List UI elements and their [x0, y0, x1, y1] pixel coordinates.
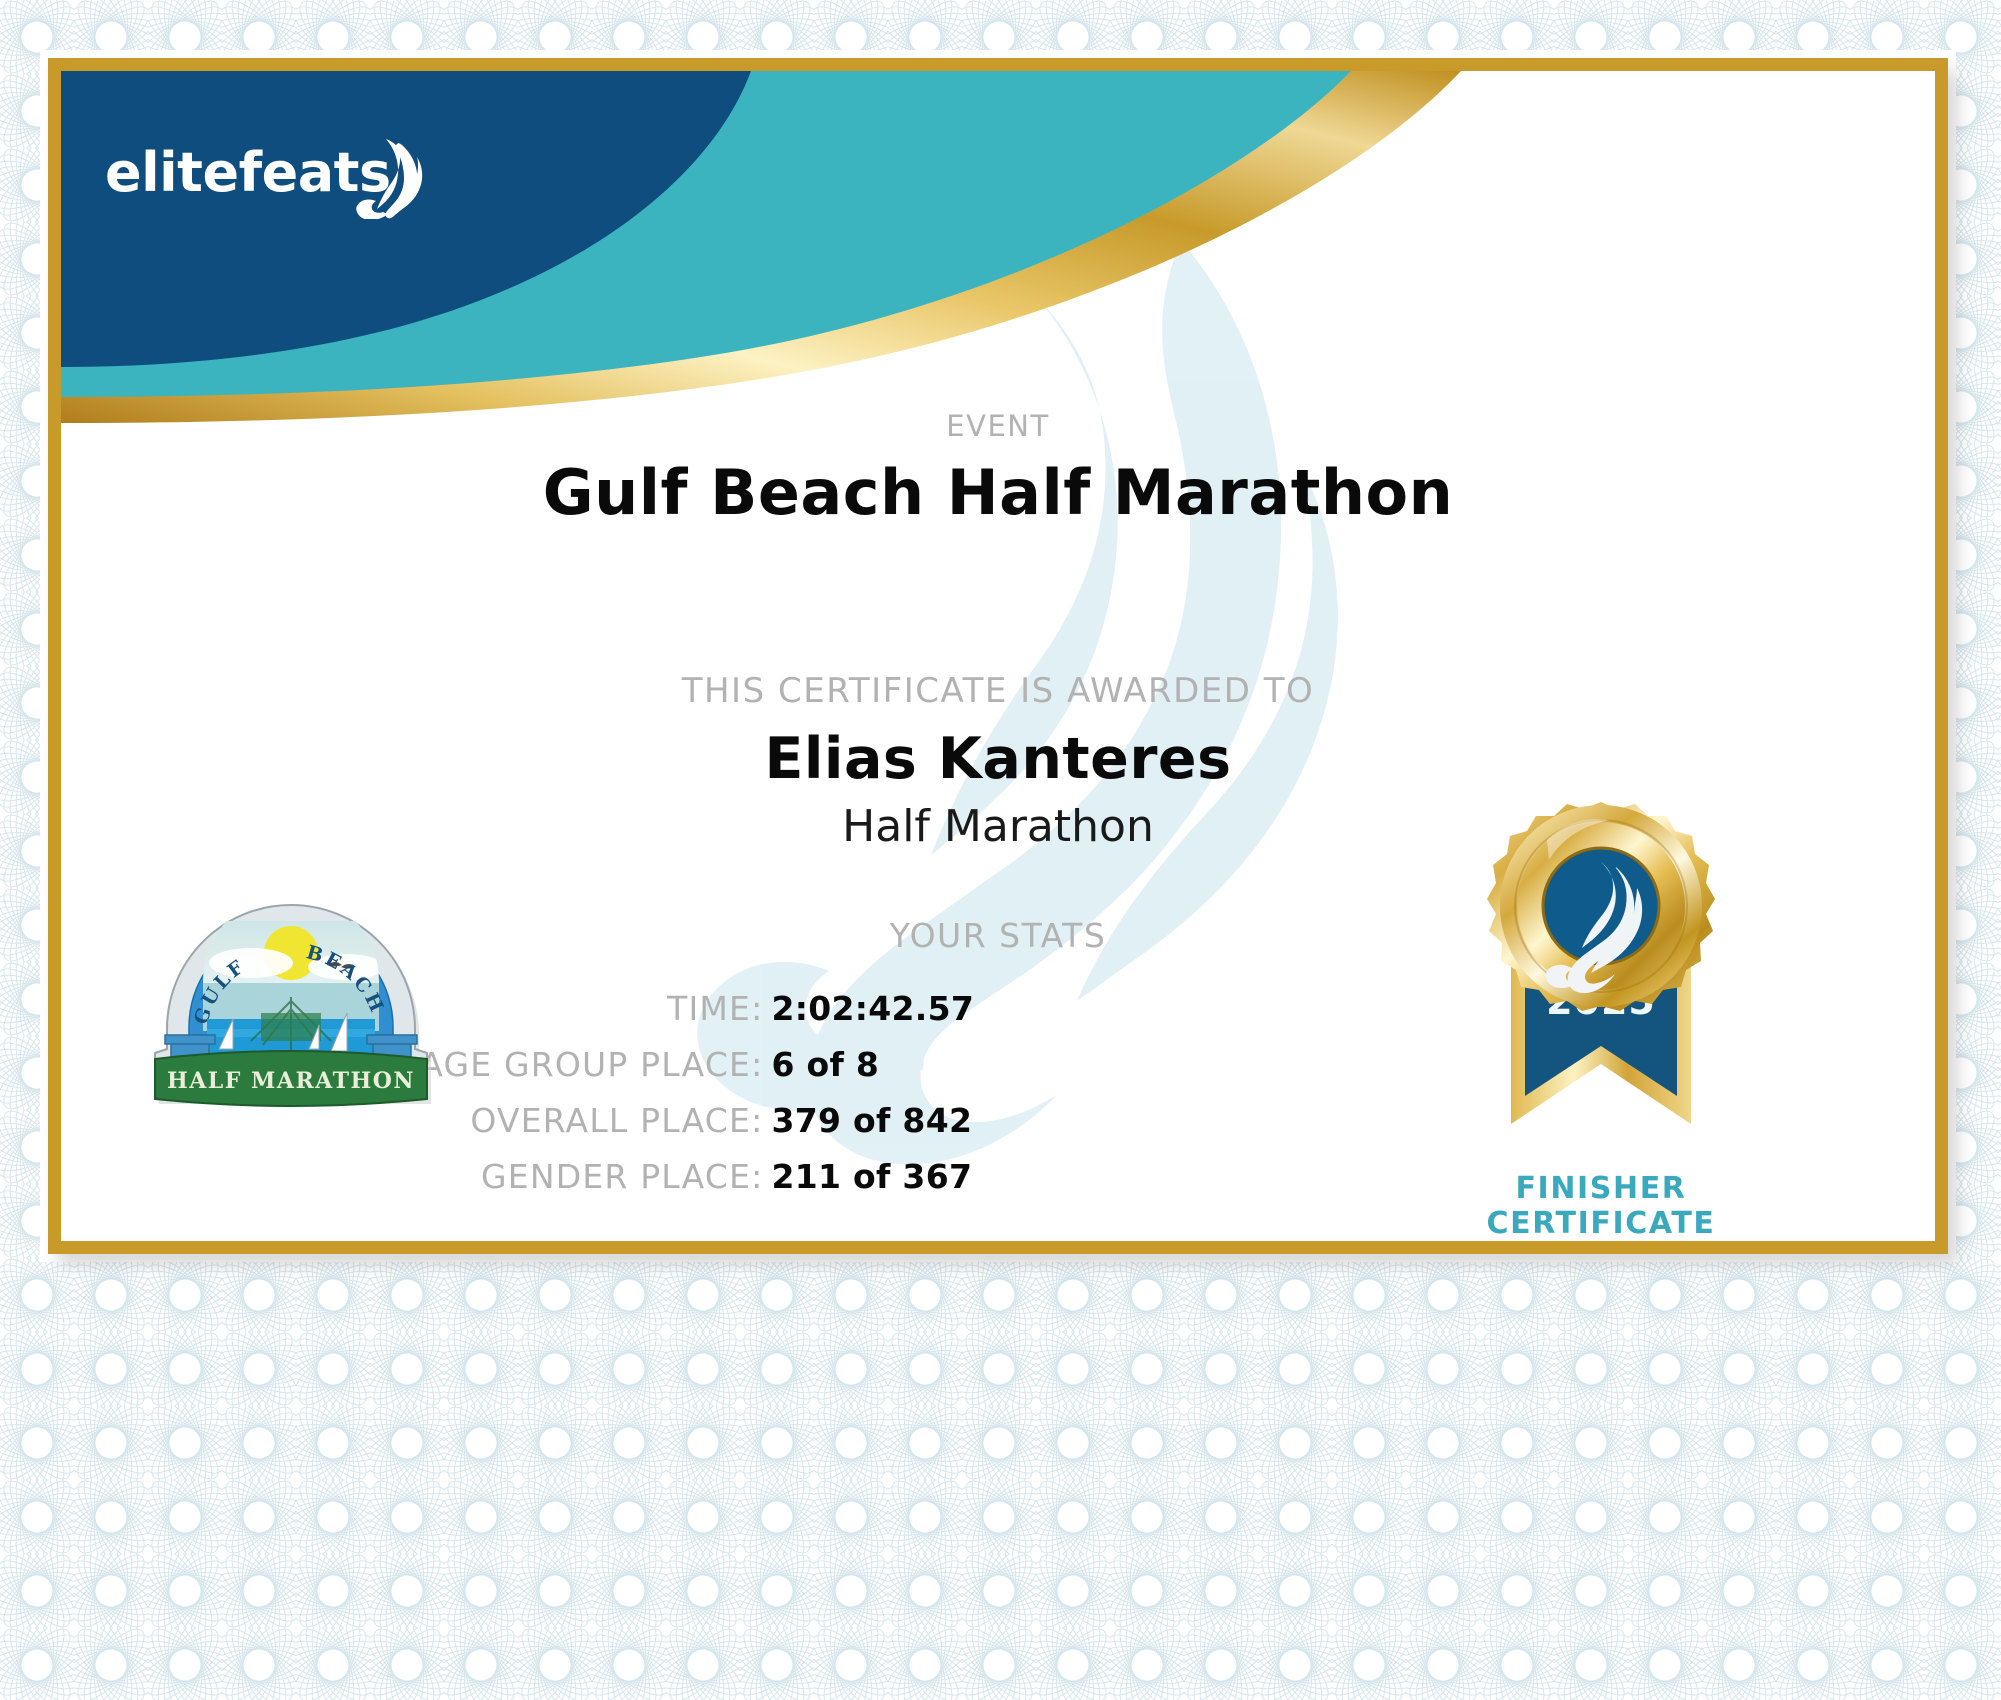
stat-row-time: TIME: 2:02:42.57 [391, 989, 991, 1045]
badge-caption-line2: CERTIFICATE [1486, 1206, 1716, 1241]
event-label: EVENT [946, 409, 1050, 443]
recipient-division: Half Marathon [842, 801, 1154, 852]
finisher-medal-badge: 2025 [1487, 802, 1715, 1124]
elitefeats-logo[interactable]: elitefeats [105, 129, 465, 219]
awarded-to-label: THIS CERTIFICATE IS AWARDED TO [681, 671, 1315, 711]
stat-value-overall-place: 379 of 842 [771, 1101, 973, 1140]
event-name: Gulf Beach Half Marathon [542, 456, 1454, 529]
stat-value-time: 2:02:42.57 [771, 989, 975, 1028]
certificate-canvas: elitefeats EVENT Gulf Beach Half Maratho… [61, 71, 1935, 1241]
winged-foot-icon [1545, 862, 1643, 994]
stat-row-age-group-place: AGE GROUP PLACE: 6 of 8 [391, 1045, 991, 1101]
header-swoosh-artwork [61, 71, 1461, 423]
brand-wordmark: elitefeats [105, 141, 391, 204]
stat-value-age-group-place: 6 of 8 [771, 1045, 880, 1084]
stat-label-time: TIME: [667, 989, 764, 1028]
header-navy-swoosh [61, 71, 751, 367]
stat-row-overall-place: OVERALL PLACE: 379 of 842 [391, 1101, 991, 1157]
stat-label-gender-place: GENDER PLACE: [481, 1157, 764, 1196]
your-stats-label: YOUR STATS [889, 916, 1107, 955]
stat-label-age-group-place: AGE GROUP PLACE: [420, 1045, 764, 1084]
badge-caption-line1: FINISHER [1515, 1171, 1687, 1206]
emblem-banner-text: HALF MARATHON [167, 1068, 415, 1094]
stat-row-gender-place: GENDER PLACE: 211 of 367 [391, 1157, 991, 1213]
recipient-name: Elias Kanteres [764, 726, 1232, 792]
winged-foot-icon [356, 139, 423, 219]
stat-value-gender-place: 211 of 367 [771, 1157, 973, 1196]
stat-label-overall-place: OVERALL PLACE: [470, 1101, 764, 1140]
badge-rosette [1487, 802, 1715, 1011]
badge-caption: FINISHER CERTIFICATE [1421, 1171, 1781, 1241]
stats-table: TIME: 2:02:42.57 AGE GROUP PLACE: 6 of 8… [391, 989, 991, 1213]
gulf-beach-half-marathon-emblem: GULF BEACH [154, 904, 431, 1107]
emblem-banner [154, 1050, 428, 1107]
